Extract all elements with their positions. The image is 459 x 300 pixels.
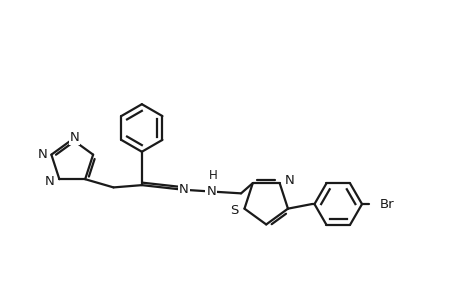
Text: H: H (208, 169, 217, 182)
Text: N: N (69, 131, 79, 144)
Text: N: N (38, 148, 48, 161)
Text: N: N (179, 183, 188, 196)
Text: N: N (45, 175, 55, 188)
Text: N: N (206, 185, 216, 198)
Text: Br: Br (379, 198, 393, 211)
Text: S: S (230, 204, 239, 217)
Text: N: N (285, 174, 294, 187)
